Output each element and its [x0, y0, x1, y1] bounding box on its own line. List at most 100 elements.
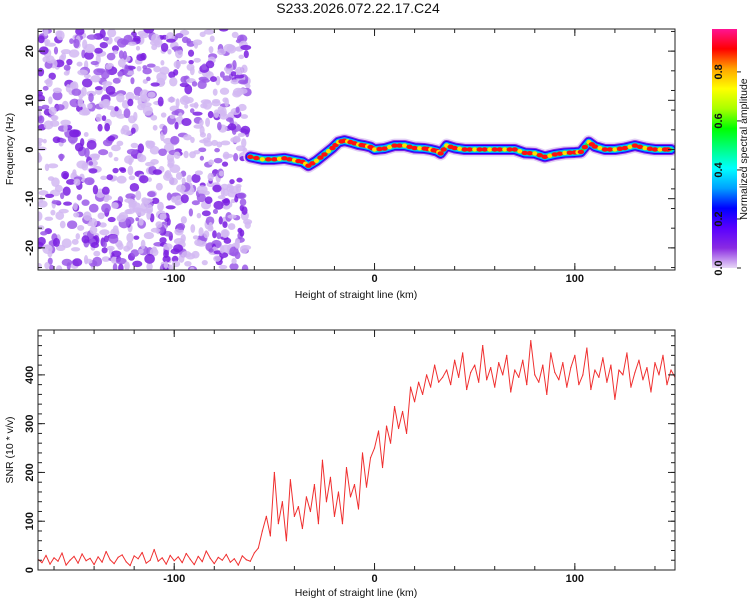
noise-blob: [83, 131, 89, 137]
noise-blob: [218, 264, 228, 270]
noise-blob: [65, 84, 71, 93]
noise-blob: [196, 212, 202, 219]
noise-blob: [140, 239, 146, 250]
noise-blob: [61, 238, 72, 249]
noise-blob: [174, 48, 183, 59]
snr-point: [221, 559, 223, 561]
ridge-peak: [276, 156, 282, 162]
noise-blob: [45, 42, 56, 47]
noise-blob: [226, 185, 234, 193]
noise-blob: [38, 211, 43, 222]
noise-blob: [207, 172, 214, 182]
noise-blob: [98, 149, 109, 156]
colorbar-tick-label: 0.6: [713, 113, 725, 128]
noise-blob: [101, 115, 107, 122]
noise-blob: [236, 177, 243, 183]
noise-blob: [227, 123, 237, 131]
y-tick-label: 0: [24, 146, 36, 152]
noise-blob: [76, 61, 83, 67]
snr-point: [377, 430, 380, 432]
noise-blob: [222, 221, 228, 228]
noise-blob: [59, 153, 64, 162]
noise-blob: [112, 167, 119, 174]
snr-point: [149, 559, 151, 561]
noise-blob: [40, 231, 48, 236]
snr-point: [598, 376, 600, 378]
noise-blob: [239, 198, 247, 206]
noise-blob: [222, 97, 228, 103]
noise-blob: [49, 120, 60, 127]
ridge-peak: [437, 151, 444, 156]
noise-blob: [102, 36, 109, 41]
noise-blob: [60, 192, 65, 200]
noise-blob: [225, 63, 232, 69]
snr-point: [45, 554, 47, 556]
noise-blob: [218, 29, 229, 32]
snr-point: [217, 556, 219, 558]
noise-blob: [59, 220, 66, 229]
noise-blob: [229, 179, 235, 185]
noise-blob: [38, 110, 42, 117]
noise-blob: [116, 175, 127, 184]
noise-blob: [55, 265, 63, 270]
snr-point: [417, 381, 420, 383]
snr-point: [209, 557, 211, 559]
snr-point: [317, 523, 320, 525]
noise-blob: [132, 260, 143, 268]
snr-point: [277, 523, 279, 525]
snr-point: [558, 379, 560, 381]
snr-point: [670, 369, 672, 371]
noise-blob: [234, 251, 241, 260]
snr-point: [61, 552, 63, 554]
noise-blob: [184, 103, 189, 109]
noise-blob: [240, 125, 251, 135]
snr-point: [121, 554, 123, 556]
noise-blob: [124, 155, 134, 164]
snr-point: [466, 388, 468, 391]
noise-blob: [60, 119, 71, 126]
ridge-peak: [309, 161, 316, 166]
noise-blob: [116, 140, 124, 147]
snr-point: [265, 515, 267, 517]
ridge-peak: [541, 154, 548, 160]
colorbar: 0.0 0.2 0.4 0.6 0.8 Normalized spectral ampl…: [712, 29, 750, 276]
noise-blob: [72, 169, 77, 177]
noise-blob: [54, 184, 63, 193]
noise-blob: [48, 72, 56, 80]
noise-blob: [114, 106, 119, 112]
noise-blob: [218, 216, 223, 225]
noise-blob: [126, 70, 135, 76]
noise-blob: [184, 84, 193, 95]
snr-point: [526, 384, 528, 386]
ridge-peak: [606, 147, 614, 152]
snr-point: [145, 562, 147, 564]
noise-blob: [123, 108, 131, 119]
noise-blob: [92, 184, 99, 195]
snr-point: [590, 388, 592, 391]
noise-blob: [241, 138, 247, 148]
noise-blob: [147, 191, 156, 198]
ridge-peak: [591, 144, 599, 149]
snr-point: [666, 384, 668, 386]
noise-blob: [149, 145, 160, 155]
ridge-peak: [457, 146, 463, 151]
noise-blob: [129, 183, 140, 192]
noise-blob: [207, 111, 214, 119]
ridge-peak: [411, 145, 418, 151]
ridge-peak: [612, 147, 618, 152]
ridge-peak: [476, 147, 483, 152]
noise-blob: [167, 264, 174, 270]
noise-blob: [130, 77, 135, 85]
noise-blob: [99, 41, 108, 49]
noise-blob: [170, 135, 180, 145]
noise-blob: [167, 48, 172, 55]
snr-point: [434, 364, 436, 366]
snr-point: [570, 366, 572, 369]
snr-point: [253, 552, 255, 554]
ridge-peak: [601, 147, 609, 152]
noise-blob: [92, 256, 103, 267]
snr-point: [542, 364, 544, 366]
noise-blob: [71, 238, 79, 245]
noise-blob: [235, 145, 246, 152]
noise-blob: [146, 262, 153, 270]
